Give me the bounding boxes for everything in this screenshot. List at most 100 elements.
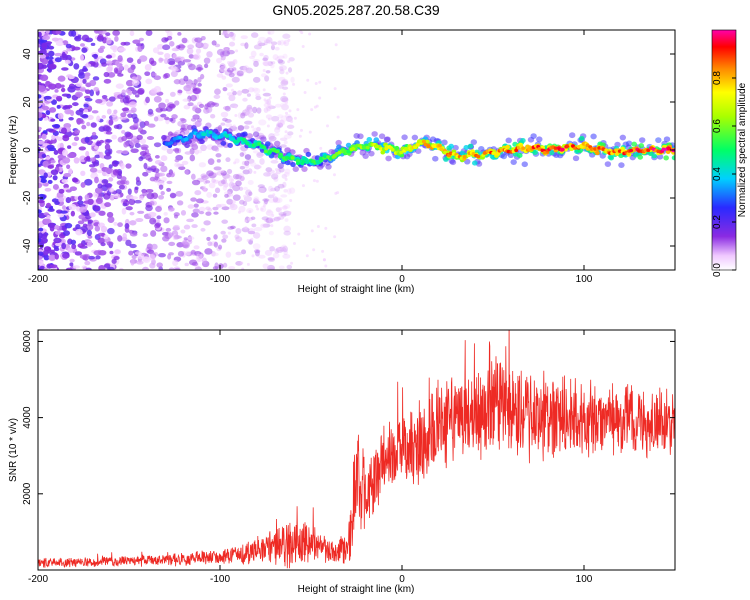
heatmap-noise-cell <box>263 107 269 113</box>
heatmap-noise-cell <box>89 157 96 162</box>
heatmap-noise-cell <box>188 259 198 266</box>
heatmap-noise-cell <box>278 84 284 89</box>
heatmap-noise-cell <box>136 253 145 260</box>
heatmap-ridge-cell <box>565 144 570 148</box>
heatmap-ridge-cell <box>655 137 662 144</box>
heatmap-noise-cell <box>40 178 47 184</box>
heatmap-noise-cell <box>247 168 253 175</box>
heatmap-noise-cell <box>50 169 59 176</box>
heatmap-noise-cell <box>146 192 155 200</box>
heatmap-noise-cell <box>251 254 255 258</box>
heatmap-noise-cell <box>280 80 289 86</box>
heatmap-noise-cell <box>196 198 204 204</box>
colorbar-tick-label: 0.4 <box>712 167 723 181</box>
heatmap-noise-cell <box>282 33 291 39</box>
heatmap-noise-cell <box>266 103 273 111</box>
heatmap-noise-cell <box>308 130 312 134</box>
heatmap-noise-cell <box>52 183 59 190</box>
heatmap-noise-cell <box>277 40 282 46</box>
heatmap-noise-cell <box>39 265 45 270</box>
heatmap-noise-cell <box>230 225 236 230</box>
heatmap-noise-cell <box>174 100 180 106</box>
colorbar-tick-label: 0.8 <box>712 71 723 85</box>
heatmap-ridge-cell <box>594 150 600 156</box>
heatmap-noise-cell <box>239 165 246 170</box>
heatmap-noise-cell <box>129 211 135 216</box>
heatmap-noise-cell <box>287 67 293 73</box>
heatmap-noise-cell <box>150 165 157 169</box>
heatmap-noise-cell <box>38 199 45 204</box>
heatmap-noise-cell <box>249 108 253 112</box>
heatmap-noise-cell <box>333 235 337 239</box>
heatmap-noise-cell <box>243 194 247 198</box>
heatmap-noise-cell <box>283 134 292 139</box>
heatmap-noise-cell <box>50 118 56 122</box>
heatmap-noise-cell <box>271 115 280 122</box>
heatmap-noise-cell <box>235 128 239 132</box>
heatmap-noise-cell <box>253 170 257 174</box>
heatmap-noise-cell <box>58 188 65 194</box>
heatmap-noise-cell <box>285 111 289 115</box>
heatmap-noise-cell <box>153 75 162 81</box>
heatmap-noise-cell <box>187 102 194 107</box>
heatmap-noise-cell <box>38 146 41 151</box>
heatmap-ridge-cell <box>449 159 457 166</box>
heatmap-noise-cell <box>239 152 245 157</box>
heatmap-noise-cell <box>130 148 139 154</box>
heatmap-noise-cell <box>270 187 277 192</box>
heatmap-noise-cell <box>239 199 245 205</box>
heatmap-noise-cell <box>263 102 272 108</box>
colorbar-tick-label: 0.6 <box>712 119 723 133</box>
heatmap-noise-cell <box>104 183 113 188</box>
snr-x-tick-label: -200 <box>28 574 48 585</box>
heatmap-noise-cell <box>200 35 206 41</box>
heatmap-ridge-cell <box>284 160 291 166</box>
heatmap-noise-cell <box>240 35 248 40</box>
heatmap-noise-cell <box>145 188 154 193</box>
heatmap-noise-cell <box>258 36 267 42</box>
heatmap-noise-cell <box>237 210 241 214</box>
heatmap-noise-cell <box>146 135 155 141</box>
heatmap-noise-cell <box>94 150 99 155</box>
heatmap-noise-cell <box>276 122 284 128</box>
heatmap-noise-cell <box>240 42 246 47</box>
heatmap-noise-cell <box>270 63 275 69</box>
heatmap-ridge-cell <box>202 132 207 137</box>
heatmap-ridge-cell <box>277 154 282 159</box>
heatmap-noise-cell <box>94 187 103 194</box>
heatmap-noise-cell <box>38 31 42 37</box>
heatmap-noise-cell <box>334 43 338 47</box>
heatmap-noise-cell <box>263 172 271 177</box>
spectrogram-y-tick-label: 40 <box>22 48 33 60</box>
heatmap-noise-cell <box>213 234 218 240</box>
heatmap-noise-cell <box>157 43 164 50</box>
heatmap-noise-cell <box>261 216 269 221</box>
heatmap-noise-cell <box>272 193 276 197</box>
heatmap-noise-cell <box>89 89 95 97</box>
heatmap-noise-cell <box>98 30 107 35</box>
heatmap-noise-cell <box>153 86 162 93</box>
heatmap-noise-cell <box>108 148 113 155</box>
heatmap-noise-cell <box>106 101 114 107</box>
heatmap-noise-cell <box>204 43 210 48</box>
heatmap-ridge-cell <box>510 159 517 166</box>
heatmap-noise-cell <box>71 177 78 183</box>
heatmap-noise-cell <box>86 155 91 161</box>
heatmap-ridge-cell <box>426 144 431 149</box>
spectrogram-x-tick-label: 0 <box>399 274 405 285</box>
heatmap-noise-cell <box>173 224 180 229</box>
heatmap-noise-cell <box>48 50 55 57</box>
heatmap-noise-cell <box>51 37 60 42</box>
heatmap-noise-cell <box>53 123 61 129</box>
heatmap-noise-cell <box>158 102 166 109</box>
heatmap-noise-cell <box>94 154 101 159</box>
heatmap-noise-cell <box>274 168 278 172</box>
heatmap-noise-cell <box>233 161 237 165</box>
heatmap-noise-cell <box>62 40 69 46</box>
heatmap-noise-cell <box>163 217 170 224</box>
heatmap-noise-cell <box>68 75 75 80</box>
heatmap-noise-cell <box>235 180 242 187</box>
heatmap-noise-cell <box>267 169 275 174</box>
heatmap-noise-cell <box>206 170 214 177</box>
heatmap-noise-cell <box>306 78 310 82</box>
